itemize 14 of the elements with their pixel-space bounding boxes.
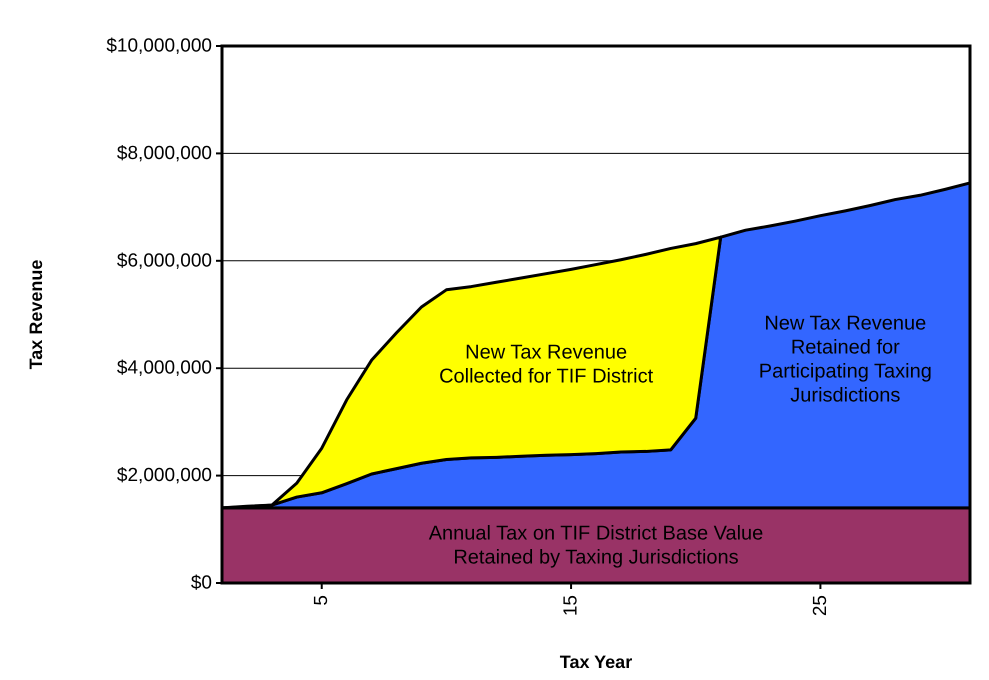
y-tick-label: $0: [190, 572, 212, 594]
x-tick-label: 5: [311, 595, 332, 606]
y-tick-label: $8,000,000: [116, 142, 212, 164]
y-axis-title: Tax Revenue: [26, 260, 46, 370]
x-tick-label: 15: [560, 595, 582, 616]
y-tick-label: $6,000,000: [116, 250, 212, 272]
y-tick-label: $4,000,000: [116, 358, 212, 379]
x-tick-label: 25: [810, 595, 831, 616]
y-tick-label: $10,000,000: [106, 36, 212, 56]
series-label: Annual Tax on TIF District Base Value Retained by Taxing Jurisdictions: [428, 522, 764, 568]
y-tick-label: $2,000,000: [116, 465, 212, 486]
series-label: New Tax Revenue Retained for Participating Taxing Jurisdictions: [758, 312, 932, 406]
x-axis-title: Tax Year: [560, 652, 632, 672]
series-label: New Tax Revenue Collected for TIF District: [439, 341, 654, 388]
